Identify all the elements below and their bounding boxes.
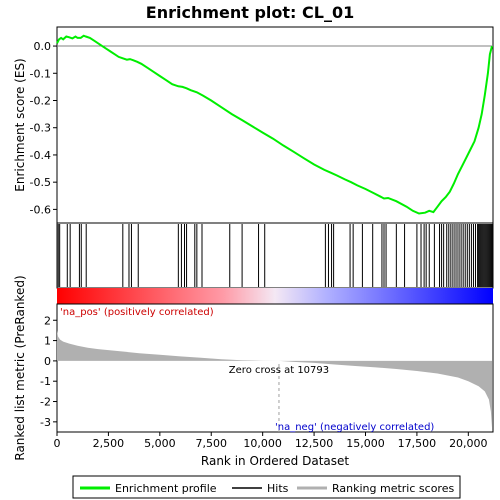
x-tick-label: 7,500: [195, 437, 227, 450]
zero-cross-label: Zero cross at 10793: [229, 365, 329, 376]
metric-y-tick-label: 0: [44, 355, 51, 368]
x-tick-label: 5,000: [144, 437, 176, 450]
metric-y-tick-label: 2: [44, 314, 51, 327]
es-y-tick-label: -0.2: [30, 95, 51, 108]
metric-y-tick-label: -1: [40, 375, 51, 388]
neg-correlated-label: 'na_neg' (negatively correlated): [275, 422, 434, 433]
es-y-tick-label: -0.3: [30, 122, 51, 135]
es-panel: 0.0 -0.1 -0.2 -0.3 -0.4 -0.5 -0.6 Enrichment s…: [13, 26, 494, 224]
x-tick-label: 2,500: [93, 437, 125, 450]
es-y-tick-label: -0.1: [30, 67, 51, 80]
metric-y-tick-label: -3: [40, 416, 51, 429]
metric-y-tick-label: 1: [44, 335, 51, 348]
legend-label-enrichment: Enrichment profile: [115, 482, 217, 495]
hits-panel-frame: [56, 222, 494, 289]
pos-correlated-label: 'na_pos' (positively correlated): [60, 307, 214, 318]
es-y-tick-label: -0.6: [30, 203, 51, 216]
metric-y-axis-title: Ranked list metric (PreRanked): [13, 275, 27, 460]
metric-panel: 2 1 0 -1 -2 -3 'na_pos' (positively correlate…: [13, 275, 494, 461]
enrichment-profile-line: [56, 34, 493, 215]
es-y-axis-title: Enrichment score (ES): [13, 58, 27, 191]
x-tick-label: 15,000: [346, 437, 385, 450]
metric-y-tick-label: -2: [40, 396, 51, 409]
legend-label-metric: Ranking metric scores: [332, 482, 454, 495]
es-y-tick-label: -0.5: [30, 176, 51, 189]
hit-lines: [57, 224, 493, 287]
legend-frame: [72, 475, 461, 499]
x-tick-label: 17,500: [398, 437, 437, 450]
chart-title: Enrichment plot: CL_01: [146, 3, 354, 22]
hits-panel: [56, 222, 494, 289]
x-tick-label: 20,000: [449, 437, 488, 450]
es-y-tick-label: 0.0: [34, 40, 52, 53]
x-tick-label: 12,500: [295, 437, 334, 450]
rank-color-bar: [57, 288, 493, 304]
x-axis-title: Rank in Ordered Dataset: [201, 454, 349, 468]
es-panel-frame: [56, 26, 494, 224]
x-tick-label: 10,000: [243, 437, 282, 450]
legend: Enrichment profile Hits Ranking metric s…: [72, 475, 461, 499]
legend-label-hits: Hits: [267, 482, 289, 495]
es-y-ticks: 0.0 -0.1 -0.2 -0.3 -0.4 -0.5 -0.6: [30, 40, 57, 216]
x-axis-ticks: 0 2,500 5,000 7,500 10,000 12,500 15,000 17,500…: [54, 432, 488, 450]
metric-y-ticks: 2 1 0 -1 -2 -3: [40, 314, 57, 429]
x-tick-label: 0: [54, 437, 61, 450]
es-y-tick-label: -0.4: [30, 149, 51, 162]
